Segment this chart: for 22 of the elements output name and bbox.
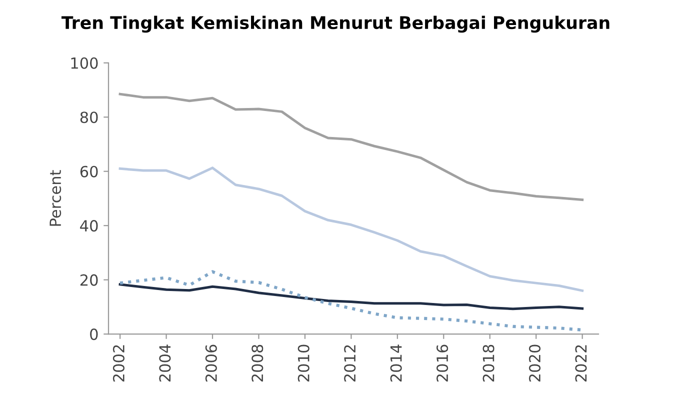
y-tick-label: 40 xyxy=(80,220,98,232)
line-series xyxy=(118,92,584,202)
y-tick-label: 100 xyxy=(71,57,98,69)
y-tick-label: 80 xyxy=(80,112,98,124)
y-tick-label: 20 xyxy=(80,274,98,286)
x-tick-label: 2016 xyxy=(436,344,448,382)
y-tick-label: 0 xyxy=(90,328,98,340)
chart-title: Tren Tingkat Kemiskinan Menurut Berbagai Pengukuran xyxy=(61,16,610,33)
y-tick-label: 60 xyxy=(80,166,98,178)
line-series xyxy=(118,283,584,310)
x-tick-label: 2008 xyxy=(252,344,264,382)
x-tick-label: 2010 xyxy=(298,344,310,382)
x-tick-label: 2004 xyxy=(159,344,171,382)
x-tick-label: 2018 xyxy=(482,344,494,382)
x-tick-label: 2002 xyxy=(112,345,124,382)
y-axis-title: Percent xyxy=(50,170,62,226)
x-tick-label: 2020 xyxy=(528,344,541,382)
x-tick-label: 2014 xyxy=(390,344,402,382)
x-tick-label: 2022 xyxy=(575,345,587,382)
x-tick-label: 2006 xyxy=(205,344,217,382)
x-tick-label: 2012 xyxy=(344,345,356,382)
line-series xyxy=(118,166,584,292)
